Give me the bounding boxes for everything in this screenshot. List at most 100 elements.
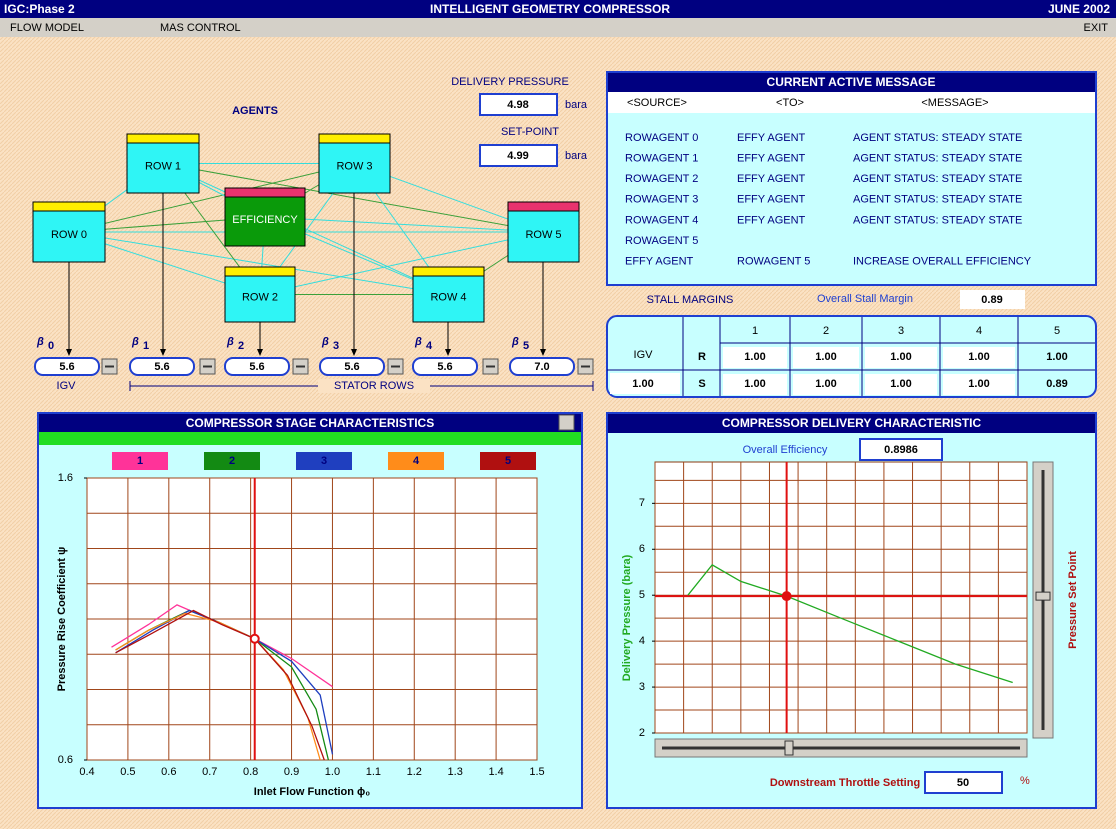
agents-title: AGENTS (232, 105, 278, 117)
legend-swatch (112, 452, 168, 470)
message-cell: EFFY AGENT (737, 153, 806, 165)
agent-box-top (32, 201, 106, 212)
y-tick-label: 3 (639, 681, 645, 693)
beta-value: 5.6 (154, 361, 169, 373)
message-header (608, 92, 1095, 113)
legend-swatch (204, 452, 260, 470)
plot-area (654, 461, 1028, 734)
message-cell: AGENT STATUS: STEADY STATE (853, 173, 1022, 185)
curve (115, 609, 325, 761)
message-cell: ROWAGENT 1 (625, 153, 698, 165)
agent-link (68, 163, 355, 233)
throttle-value: 50 (957, 777, 969, 789)
column-header: <TO> (776, 97, 804, 109)
beta-sub: 5 (523, 340, 529, 352)
delivery-value: 4.98 (507, 99, 528, 111)
stall-value: 1.00 (968, 378, 989, 390)
value-box[interactable] (924, 771, 1003, 794)
column-header: 3 (898, 325, 904, 337)
beta-symbol: β (414, 336, 422, 348)
y-tick-label: 7 (639, 497, 645, 509)
y-tick-label: 6 (639, 543, 645, 555)
x-tick-label: 0.9 (284, 766, 299, 778)
agent-link (68, 231, 449, 295)
agent-label: ROW 2 (242, 291, 278, 303)
agent-link (264, 216, 544, 233)
beta-symbol: β (511, 336, 519, 348)
efficiency-value: 0.8986 (884, 444, 918, 456)
agent-box-top (126, 133, 200, 144)
igv-label: IGV (57, 380, 77, 392)
panel-title-bar (608, 414, 1095, 433)
beta-box[interactable] (412, 357, 478, 376)
x-tick-label: 1.5 (529, 766, 544, 778)
x-tick-label: 1.4 (488, 766, 503, 778)
column-header: <MESSAGE> (921, 97, 988, 109)
x-tick-label: 0.8 (243, 766, 258, 778)
agent-box[interactable] (507, 201, 580, 263)
beta-box[interactable] (224, 357, 290, 376)
beta-box[interactable] (509, 357, 575, 376)
y-tick-label: 1.6 (58, 472, 73, 484)
message-cell: ROWAGENT 0 (625, 132, 698, 144)
igv-label: IGV (634, 349, 654, 361)
value-box (859, 438, 943, 461)
menu-item[interactable]: MAS CONTROL (160, 22, 241, 34)
slider-thumb[interactable] (784, 740, 794, 756)
message-cell: ROWAGENT 3 (625, 194, 698, 206)
message-cell: EFFY AGENT (737, 214, 806, 226)
panel-title: COMPRESSOR STAGE CHARACTERISTICS (186, 416, 434, 430)
panel-title-bar (39, 414, 581, 433)
arrow-head (351, 349, 357, 356)
agent-link (162, 163, 449, 295)
panel-title: CURRENT ACTIVE MESSAGE (767, 75, 936, 89)
efficiency-label: Overall Efficiency (743, 444, 828, 456)
x-tick-label: 1.1 (366, 766, 381, 778)
message-cell: ROWAGENT 5 (737, 256, 810, 268)
beta-value: 5.6 (344, 361, 359, 373)
agent-box[interactable] (224, 187, 306, 247)
column-header: <SOURCE> (627, 97, 687, 109)
y-tick-label: 4 (639, 635, 645, 647)
agent-box[interactable] (32, 201, 106, 263)
y-axis-label: Pressure Rise Coefficient ψ (56, 547, 68, 692)
throttle-unit: % (1020, 775, 1030, 787)
panel-button[interactable] (558, 414, 575, 431)
stall-value: 1.00 (890, 378, 911, 390)
message-cell: INCREASE OVERALL EFFICIENCY (853, 256, 1032, 268)
column-header: 4 (976, 325, 982, 337)
beta-box[interactable] (129, 357, 195, 376)
beta-value: 5.6 (59, 361, 74, 373)
agent-box-top (507, 201, 580, 212)
beta-sub: 1 (143, 340, 149, 352)
igv-value: 1.00 (632, 378, 653, 390)
setpoint-value: 4.99 (507, 150, 528, 162)
beta-sub: 4 (426, 340, 433, 352)
stall-value: 0.89 (1046, 378, 1067, 390)
stall-value: 1.00 (968, 351, 989, 363)
slider-thumb[interactable] (1035, 591, 1051, 601)
beta-sub: 0 (48, 340, 54, 352)
menu-item[interactable]: FLOW MODEL (10, 22, 84, 34)
cell-bg (793, 374, 859, 395)
value-box (479, 93, 558, 116)
x-tick-label: 0.7 (202, 766, 217, 778)
menu-item[interactable]: EXIT (1084, 22, 1109, 34)
app-title: INTELLIGENT GEOMETRY COMPRESSOR (430, 2, 670, 16)
arrow-head (160, 349, 166, 356)
row-label: S (698, 378, 705, 390)
beta-sub: 3 (333, 340, 339, 352)
cell-bg (793, 347, 859, 368)
legend-swatch (296, 452, 352, 470)
x-tick-label: 1.2 (407, 766, 422, 778)
beta-value: 7.0 (534, 361, 549, 373)
agent-box-top (224, 266, 296, 277)
agent-box[interactable] (126, 133, 200, 194)
menu-bar (0, 18, 1116, 37)
x-tick-label: 1.0 (325, 766, 340, 778)
beta-sub: 2 (238, 340, 244, 352)
beta-box[interactable] (319, 357, 385, 376)
beta-box[interactable] (34, 357, 100, 376)
beta-value: 5.6 (437, 361, 452, 373)
arrow-head (540, 349, 546, 356)
